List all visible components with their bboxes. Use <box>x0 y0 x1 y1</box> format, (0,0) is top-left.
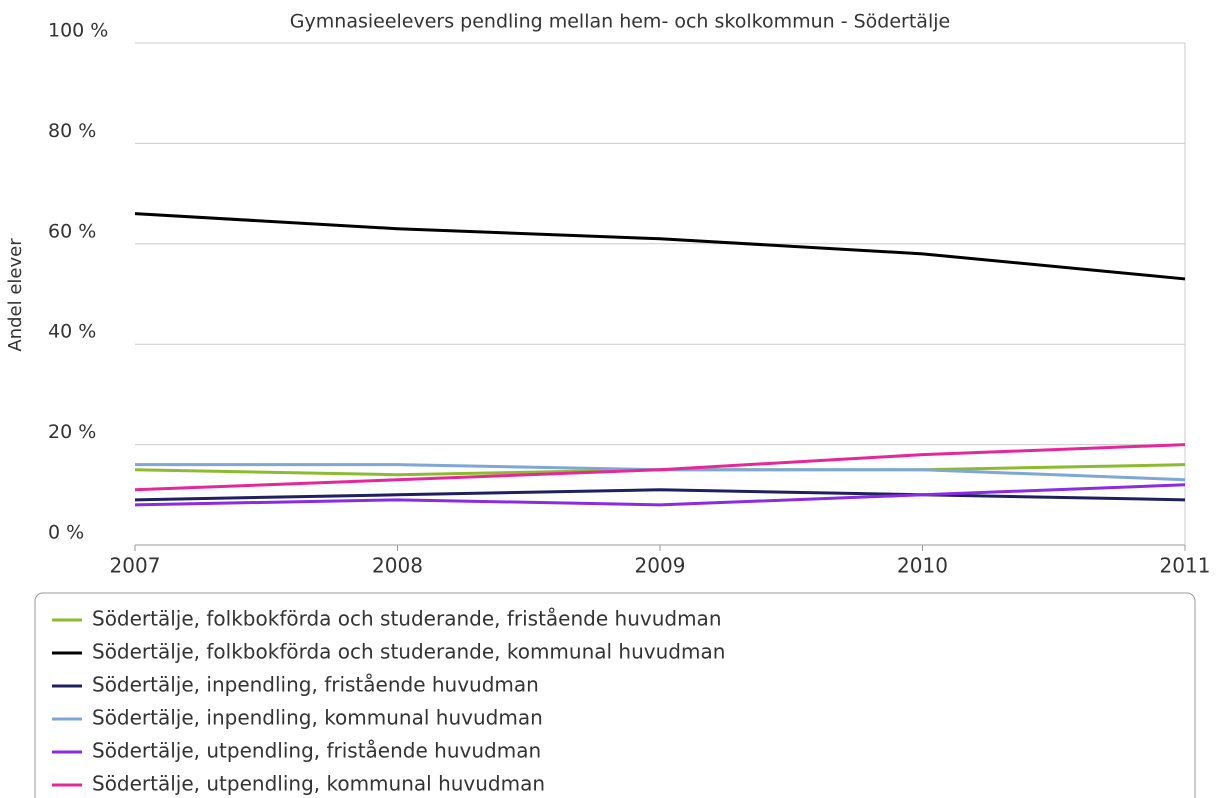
legend-label: Södertälje, inpendling, kommunal huvudma… <box>92 706 543 730</box>
series-line <box>134 483 1186 507</box>
x-tick-label: 2009 <box>635 554 686 578</box>
x-tick-label: 2008 <box>372 554 423 578</box>
legend-label: Södertälje, inpendling, fristående huvud… <box>92 673 539 697</box>
y-tick-label: 80 % <box>48 120 96 142</box>
series-line <box>134 212 1186 281</box>
y-tick-label: 20 % <box>48 421 96 443</box>
legend-box <box>34 592 1196 798</box>
series-line <box>134 488 1186 502</box>
chart-title: Gymnasieelevers pendling mellan hem- och… <box>290 11 950 33</box>
legend-label: Södertälje, utpendling, kommunal huvudma… <box>92 772 545 796</box>
x-tick-label: 2010 <box>897 554 948 578</box>
x-tick-label: 2011 <box>1160 554 1211 578</box>
series-line <box>134 443 1186 492</box>
legend-label: Södertälje, utpendling, fristående huvud… <box>92 739 541 763</box>
y-tick-label: 100 % <box>48 20 108 42</box>
legend-label: Södertälje, folkbokförda och studerande,… <box>92 607 722 631</box>
y-tick-label: 0 % <box>48 522 84 544</box>
y-axis-label: Andel elever <box>5 238 26 352</box>
y-tick-label: 40 % <box>48 321 96 343</box>
x-tick-label: 2007 <box>110 554 161 578</box>
y-tick-label: 60 % <box>48 220 96 242</box>
legend-label: Södertälje, folkbokförda och studerande,… <box>92 640 725 664</box>
